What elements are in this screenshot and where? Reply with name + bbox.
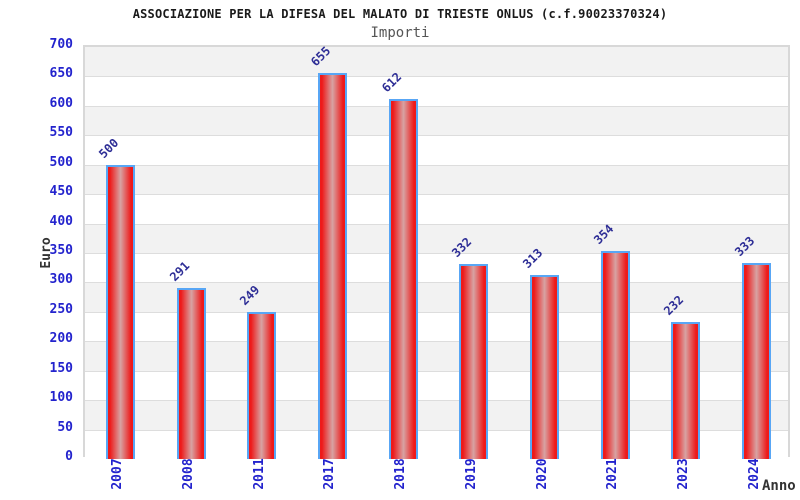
y-tick-label: 350 — [49, 243, 73, 258]
x-tick-label: 2021 — [605, 458, 621, 490]
bar-2008 — [176, 287, 206, 459]
y-tick-label: 450 — [49, 184, 73, 200]
y-tick-label: 250 — [49, 301, 73, 317]
x-tick-label: 2023 — [675, 458, 691, 490]
gridline — [85, 76, 788, 78]
bar-2023 — [671, 322, 701, 459]
x-tick-label: 2024 — [746, 458, 762, 490]
background-band — [85, 253, 788, 283]
y-tick-label: 650 — [49, 66, 73, 82]
bar-2018 — [388, 98, 418, 459]
background-band — [85, 47, 788, 77]
y-tick-label: 150 — [49, 360, 73, 376]
gridline — [85, 194, 788, 196]
background-band — [85, 223, 788, 253]
bar-2007 — [105, 164, 135, 459]
gridline — [85, 282, 788, 284]
gridline — [85, 400, 788, 402]
chart-subtitle: Importi — [370, 25, 430, 41]
y-tick-label: 200 — [49, 331, 73, 347]
x-tick-label: 2008 — [181, 458, 197, 490]
y-tick-label: 700 — [49, 37, 73, 52]
bar-2011 — [247, 312, 277, 459]
chart-title: ASSOCIAZIONE PER LA DIFESA DEL MALATO DI… — [132, 7, 668, 21]
x-tick-label: 2011 — [251, 458, 267, 490]
gridline — [85, 253, 788, 254]
gridline — [85, 341, 788, 343]
bar-2019 — [459, 263, 489, 459]
x-axis-label: Anno — [762, 478, 796, 494]
bar-2024 — [742, 263, 772, 459]
background-band — [85, 76, 788, 106]
y-tick-label: 600 — [49, 95, 73, 111]
x-tick-label: 2018 — [393, 458, 409, 490]
y-tick-label: 550 — [49, 125, 73, 141]
y-tick-label: 500 — [49, 154, 73, 170]
y-tick-label: 50 — [57, 419, 73, 435]
x-tick-label: 2017 — [322, 458, 338, 490]
background-band — [85, 194, 788, 224]
y-tick-label: 400 — [49, 213, 73, 229]
gridline — [85, 135, 788, 137]
gridline — [85, 223, 788, 225]
gridline — [85, 370, 788, 372]
background-band — [85, 135, 788, 165]
x-tick-label: 2007 — [110, 458, 126, 490]
bar-2021 — [600, 250, 630, 459]
background-band — [85, 105, 788, 136]
y-tick-label: 100 — [49, 390, 73, 406]
x-tick-label: 2020 — [534, 458, 550, 490]
bar-2017 — [317, 73, 347, 459]
bar-2020 — [530, 274, 560, 459]
gridline — [85, 429, 788, 431]
x-tick-label: 2019 — [463, 458, 479, 490]
y-tick-label: 0 — [65, 449, 73, 464]
plot-area: 500 291 249 655 612 332 313 354 232 333 — [83, 44, 790, 459]
y-tick-label: 300 — [49, 272, 73, 288]
background-band — [85, 164, 788, 195]
gridline — [85, 164, 788, 166]
gridline — [85, 105, 788, 107]
gridline — [85, 311, 788, 313]
